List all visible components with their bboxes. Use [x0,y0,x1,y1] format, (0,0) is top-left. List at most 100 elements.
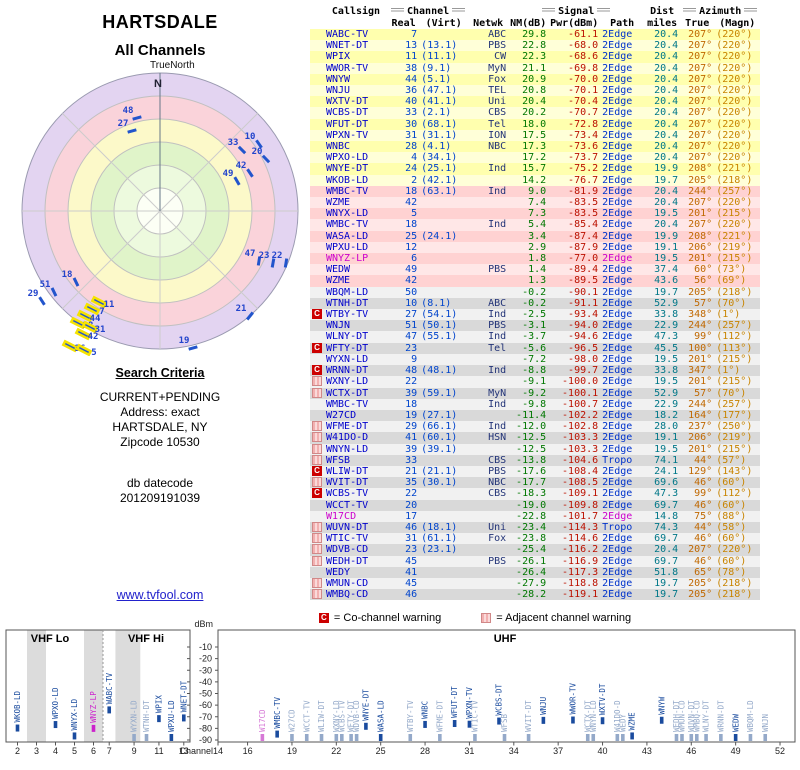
callsign-link[interactable]: WMBC-TV [326,219,369,231]
chart-station: WPXN-TV [465,687,474,728]
callsign-link[interactable]: WKOB-LD [326,174,369,186]
callsign-link[interactable]: WTNH-DT [326,297,369,309]
header-warning-col [310,6,324,29]
callsign-link[interactable]: WNBC [326,141,351,153]
cell-pwr: -72.8 [568,118,599,130]
callsign-link[interactable]: WNYX-LD [326,208,369,220]
cell-virt [419,253,468,264]
callsign-link[interactable]: WCTX-DT [326,387,369,399]
callsign-link[interactable]: W41DO-D [326,432,369,444]
callsign-link[interactable]: WVIT-DT [326,477,369,489]
callsign-link[interactable]: WABC-TV [326,29,369,40]
callsign-link[interactable]: WNYN-LD [326,443,369,455]
station-signal-tick [689,734,694,741]
cell-miles: 33.8 [654,365,679,377]
station-callsign-label: WPXO-LD [51,687,60,719]
callsign-link[interactable]: WUVN-DT [326,521,369,533]
header-netwk-spacer [468,6,508,18]
header-decoration [452,8,466,13]
callsign-link[interactable]: WLNY-DT [326,331,369,343]
cell-virt: (8.1) [421,297,452,309]
callsign-link[interactable]: W27CD [326,409,357,421]
chart-station: WTNH-DT [142,700,151,741]
radar-channel-label: 23 [259,251,270,261]
callsign-link[interactable]: WXTV-DT [326,96,369,108]
callsign-link[interactable]: WASA-LD [326,230,369,242]
callsign-link[interactable]: W17CD [326,510,357,522]
chart-station: W27CD [288,709,297,741]
callsign-link[interactable]: WPIX [326,51,351,63]
adjacent-warning-icon [312,387,322,398]
callsign-link[interactable]: WZME [326,275,351,287]
callsign-link[interactable]: WLIW-DT [326,465,369,477]
callsign-link[interactable]: WNYE-DT [326,163,369,175]
radar-channel-label: 33 [228,138,239,148]
callsign-link[interactable]: WEDH-DT [326,555,369,567]
header-channel-group: Channel [388,6,468,18]
cell-warn [310,141,324,152]
station-callsign-label: WMBQ-CD [692,700,701,732]
callsign-link[interactable]: WFME-DT [326,421,369,433]
table-row: W17CD 17 -22.8 -101.7 2Edge 14.8 75° (88°) [310,510,761,522]
callsign-link[interactable]: WFSB [326,454,351,466]
callsign-link[interactable]: WTBY-TV [326,309,369,321]
callsign-link[interactable]: WCBS-DT [326,107,369,119]
cell-real: 46 [405,589,418,601]
cell-path: 2Edge [602,174,633,186]
station-signal-tick [674,734,679,741]
callsign-link[interactable]: WYXN-LD [326,353,369,365]
cell-virt [419,219,468,230]
callsign-link[interactable]: WEDY [326,566,351,578]
callsign-link[interactable]: WRNN-DT [326,365,369,377]
chart-station: WTBY-TV [406,700,415,741]
cell-path: 2Edge [602,152,633,164]
signal-table-body: WABC-TV 7 ABC 29.8 -61.1 2Edge 20.4 207° (220°) W… [310,29,761,601]
cell-magn: (220°) [716,85,753,97]
callsign-link[interactable]: WEDW [326,264,351,276]
station-callsign-label: WWOR-TV [569,682,578,714]
station-signal-tick [290,734,294,741]
cell-real: 49 [405,264,418,276]
callsign-link[interactable]: WTIC-TV [326,533,369,545]
station-callsign-label: WZME [628,712,637,731]
tvfool-link[interactable]: www.tvfool.com [116,588,204,602]
callsign-link[interactable]: WFTY-DT [326,342,369,354]
callsign-link[interactable]: WNJN [326,320,351,332]
callsign-link[interactable]: WDVB-CD [326,544,369,556]
radar-station-marker [90,295,108,309]
cell-real: 25 [405,230,418,242]
cell-virt [419,264,468,275]
cell-netwk: PBS [488,40,507,52]
callsign-link[interactable]: WMUN-CD [326,577,369,589]
cell-magn: (218°) [716,174,753,186]
cell-miles: 19.5 [654,376,679,388]
callsign-link[interactable]: WPXU-LD [326,241,369,253]
table-row: WWOR-TV 38 (9.1) MyN 21.1 -69.8 2Edge 20.4 207°(… [310,62,761,74]
cell-az: 60° [694,264,713,276]
cell-miles: 19.5 [654,253,679,265]
callsign-link[interactable]: WZME [326,197,351,209]
callsign-link[interactable]: WNYW [326,73,351,85]
callsign-link[interactable]: WBQM-LD [326,286,369,298]
callsign-link[interactable]: WNYZ-LP [326,253,369,265]
callsign-link[interactable]: WCCT-TV [326,499,369,511]
cell-magn: (113°) [716,342,753,354]
callsign-link[interactable]: WMBC-TV [326,185,369,197]
callsign-link[interactable]: WMBQ-CD [326,589,369,601]
callsign-link[interactable]: WPXO-LD [326,152,369,164]
callsign-link[interactable]: WCBS-TV [326,488,369,500]
callsign-link[interactable]: WNJU [326,85,351,97]
callsign-link[interactable]: WPXN-TV [326,129,369,141]
cell-az: 207° [688,141,713,153]
cell-magn: (219°) [716,432,753,444]
cell-warn [310,533,324,544]
callsign-link[interactable]: WMBC-TV [326,398,369,410]
callsign-link[interactable]: WNET-DT [326,40,369,52]
callsign-link[interactable]: WFUT-DT [326,118,369,130]
station-signal-tick [334,734,339,741]
callsign-link[interactable]: WWOR-TV [326,62,369,74]
radar-station-marker [38,296,46,306]
table-row: WDVB-CD 23 (23.1) -25.4 -116.2 2Edge 20.4 207°(… [310,544,761,556]
chart-x-ticks: 2 3 4 5 6 7 9 11 13 14 16 19 22 25 28 31 34 37 40 43 46 49 52 [15,742,785,756]
callsign-link[interactable]: WXNY-LD [326,376,369,388]
